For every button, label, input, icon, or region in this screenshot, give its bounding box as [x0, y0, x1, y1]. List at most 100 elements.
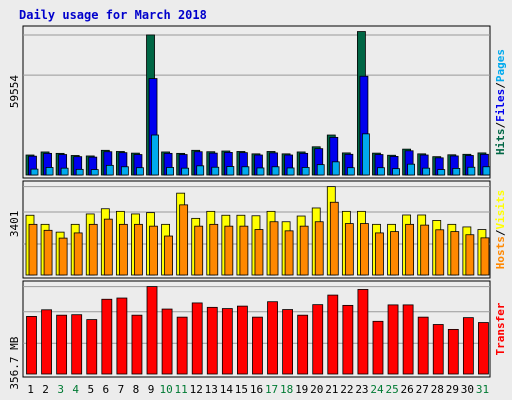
bar-hosts: [435, 229, 445, 276]
bar-transfer: [327, 294, 339, 375]
bar-transfer: [26, 316, 37, 375]
day-label: 28: [431, 383, 444, 396]
day-label: 10: [159, 383, 172, 396]
bar-transfer: [237, 305, 248, 375]
bar-pages: [30, 168, 39, 176]
bar-pages: [241, 166, 250, 176]
bar-transfer: [146, 286, 158, 375]
axis-max-label: 59554: [8, 75, 21, 108]
day-label: 5: [87, 383, 94, 396]
bar-transfer: [372, 320, 384, 375]
bar-transfer: [161, 308, 173, 375]
day-label: 4: [72, 383, 79, 396]
bar-transfer: [191, 302, 203, 375]
bar-hosts: [344, 223, 354, 276]
bar-pages: [422, 167, 431, 176]
bar-transfer: [221, 308, 233, 375]
bar-pages: [105, 164, 114, 176]
bar-pages: [452, 168, 461, 176]
series-label-separator: /: [494, 122, 507, 129]
bar-transfer: [86, 319, 98, 375]
day-label: 20: [310, 383, 323, 396]
bar-hosts: [284, 230, 294, 276]
day-label: 7: [118, 383, 125, 396]
bar-hosts: [299, 225, 309, 276]
bar-pages: [45, 167, 54, 176]
bar-hosts: [58, 237, 68, 276]
bar-pages: [256, 167, 265, 176]
day-label: 17: [265, 383, 278, 396]
day-label: 14: [220, 383, 234, 396]
bar-transfer: [267, 301, 278, 375]
day-label: 31: [476, 383, 489, 396]
bar-transfer: [447, 328, 459, 375]
bar-transfer: [357, 289, 369, 375]
day-label: 9: [148, 383, 155, 396]
bar-pages: [362, 133, 370, 176]
bar-pages: [271, 166, 280, 176]
bar-transfer: [387, 304, 399, 375]
series-label-separator: /: [494, 82, 507, 89]
bar-pages: [316, 164, 325, 176]
bar-hosts: [28, 223, 38, 276]
bar-pages: [286, 167, 295, 176]
bar-hosts: [450, 231, 460, 276]
bar-pages: [346, 167, 355, 176]
bar-pages: [181, 167, 190, 176]
bar-hosts: [465, 234, 475, 276]
axis-max-label: 356.7 MB: [8, 336, 21, 389]
bar-transfer: [402, 304, 414, 375]
bar-pages: [60, 167, 69, 176]
bar-hosts: [88, 223, 98, 276]
bar-pages: [482, 166, 491, 176]
bar-hosts: [420, 224, 430, 276]
bar-transfer: [116, 297, 128, 375]
bar-pages: [226, 166, 235, 176]
bar-transfer: [297, 314, 309, 375]
bar-transfer: [206, 306, 218, 375]
bar-hosts: [179, 204, 189, 276]
series-label-part: Transfer: [494, 302, 507, 355]
bar-hosts: [149, 225, 158, 276]
day-label: 18: [280, 383, 293, 396]
bar-pages: [301, 167, 310, 176]
bar-pages: [331, 161, 340, 176]
bar-pages: [166, 167, 174, 176]
bar-transfer: [101, 298, 113, 375]
day-label: 1: [27, 383, 34, 396]
bar-transfer: [432, 324, 444, 375]
bar-transfer: [252, 316, 263, 375]
bar-hosts: [43, 229, 53, 276]
bar-hosts: [224, 225, 234, 276]
bar-pages: [196, 165, 205, 176]
chart-title: Daily usage for March 2018: [19, 8, 207, 22]
day-label: 21: [325, 383, 338, 396]
bar-pages: [211, 166, 220, 176]
bar-transfer: [56, 314, 68, 375]
bar-hosts: [134, 223, 143, 276]
bar-pages: [120, 166, 129, 176]
series-label-separator: /: [494, 229, 507, 236]
day-label: 30: [461, 383, 474, 396]
bar-hosts: [329, 201, 339, 276]
bar-hosts: [118, 223, 128, 276]
bar-hosts: [103, 218, 113, 276]
bar-hosts: [314, 221, 324, 276]
day-label: 15: [235, 383, 248, 396]
series-label-transfer: Transfer: [494, 302, 507, 355]
bar-hosts: [390, 231, 399, 276]
bar-pages: [467, 166, 476, 176]
bar-hosts: [269, 221, 279, 276]
bar-transfer: [131, 314, 143, 375]
bar-transfer: [41, 309, 52, 375]
day-label: 12: [190, 383, 203, 396]
bar-pages: [151, 134, 159, 176]
day-label: 22: [340, 383, 353, 396]
bar-hosts: [73, 232, 83, 276]
bar-hosts: [194, 225, 204, 276]
day-label: 29: [446, 383, 459, 396]
bar-pages: [392, 168, 400, 176]
bar-transfer: [176, 316, 188, 375]
series-label-visits-hosts: Hosts/Visits: [494, 190, 507, 270]
